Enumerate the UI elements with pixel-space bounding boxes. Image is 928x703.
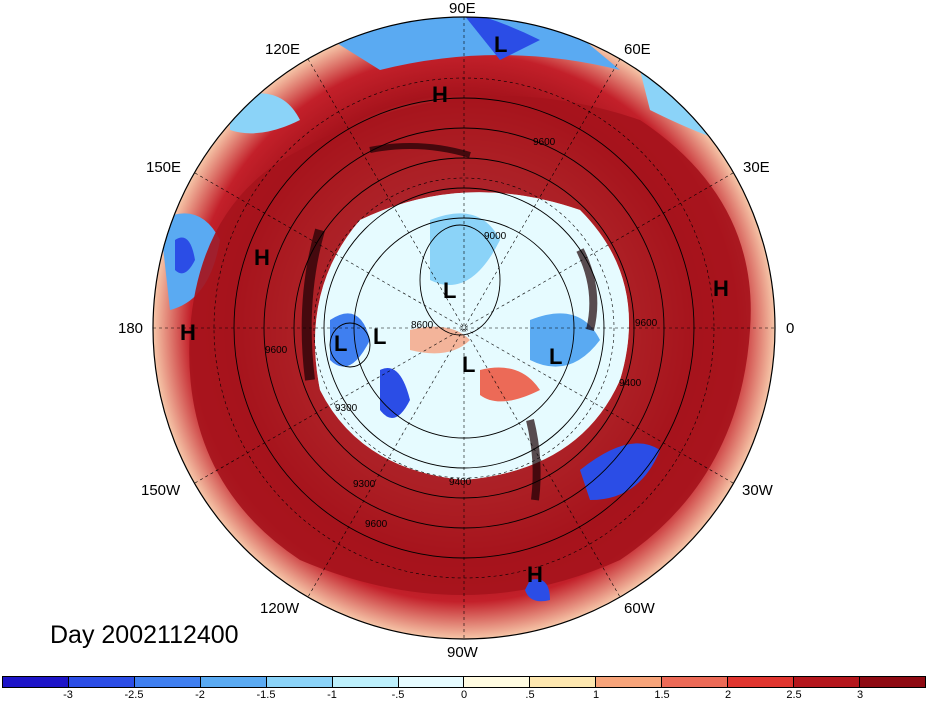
contour-label: 9300 [335,403,358,414]
pressure-center-low: L [334,331,348,356]
pressure-center-high: H [527,562,543,587]
colorbar-tick-label: 2 [724,689,732,701]
colorbar-tick-label: .5 [525,689,535,701]
colorbar-segment [332,677,399,687]
contour-label: 9600 [365,519,388,530]
lon-label-60e: 60E [624,41,651,58]
pressure-center-high: H [432,82,448,107]
colorbar-tick-label: 1.5 [654,689,670,701]
lon-label-60w: 60W [624,600,655,617]
colorbar-segment [68,677,135,687]
colorbar-segment [464,677,531,687]
contour-label: 9600 [635,318,658,329]
colorbar-tick-labels: -3 -2.5 -2 -1.5 -1 -.5 0 .5 1 1.5 2 2.5 3 [0,689,928,703]
lon-label-180: 180 [118,320,144,337]
shaded-field [153,17,775,639]
pressure-center-high: H [254,245,270,270]
colorbar-segment [530,677,597,687]
colorbar-tick-label: -.5 [391,689,405,701]
colorbar-segment [596,677,663,687]
pressure-center-low: L [549,344,563,369]
colorbar-tick-label: -3 [63,689,73,701]
map-title: Day 2002112400 [50,621,239,649]
colorbar-tick-label: 3 [856,689,864,701]
colorbar-tick-label: -2.5 [124,689,144,701]
contour-label: 9400 [449,477,472,488]
lon-label-30w: 30W [742,482,773,499]
contour-label: 9000 [484,231,507,242]
contour-label: 9300 [353,479,376,490]
contour-label: 9600 [533,137,556,148]
lon-label-120w: 120W [260,600,300,617]
colorbar-segment [794,677,860,687]
colorbar-segment [728,677,795,687]
colorbar [2,676,926,688]
colorbar-segment [200,677,267,687]
contour-label: 8600 [411,320,434,331]
colorbar-segment [134,677,201,687]
colorbar-tick-label: 1 [592,689,600,701]
colorbar-tick-label: -1.5 [256,689,276,701]
pressure-center-low: L [373,324,387,349]
lon-label-120e: 120E [265,41,301,58]
colorbar-tick-label: -1 [327,689,337,701]
pressure-center-low: L [494,32,508,57]
lon-label-150w: 150W [141,482,181,499]
pressure-center-low: L [462,352,476,377]
colorbar-segment [398,677,465,687]
colorbar-segment [3,677,69,687]
lon-label-0: 0 [786,320,795,337]
contour-label: 9400 [619,378,642,389]
lon-label-30e: 30E [743,159,770,176]
lon-label-150e: 150E [146,159,182,176]
contour-label: 9600 [265,345,288,356]
colorbar-segment [859,677,925,687]
colorbar-tick-label: -2 [195,689,205,701]
pressure-center-low: L [443,278,457,303]
pressure-center-high: H [713,276,729,301]
lon-label-90e: 90E [449,0,476,17]
colorbar-tick-label: 2.5 [786,689,802,701]
pressure-center-high: H [180,320,196,345]
colorbar-segment [662,677,729,687]
lon-label-90w: 90W [447,644,478,661]
colorbar-tick-label: 0 [460,689,468,701]
colorbar-segment [266,677,333,687]
